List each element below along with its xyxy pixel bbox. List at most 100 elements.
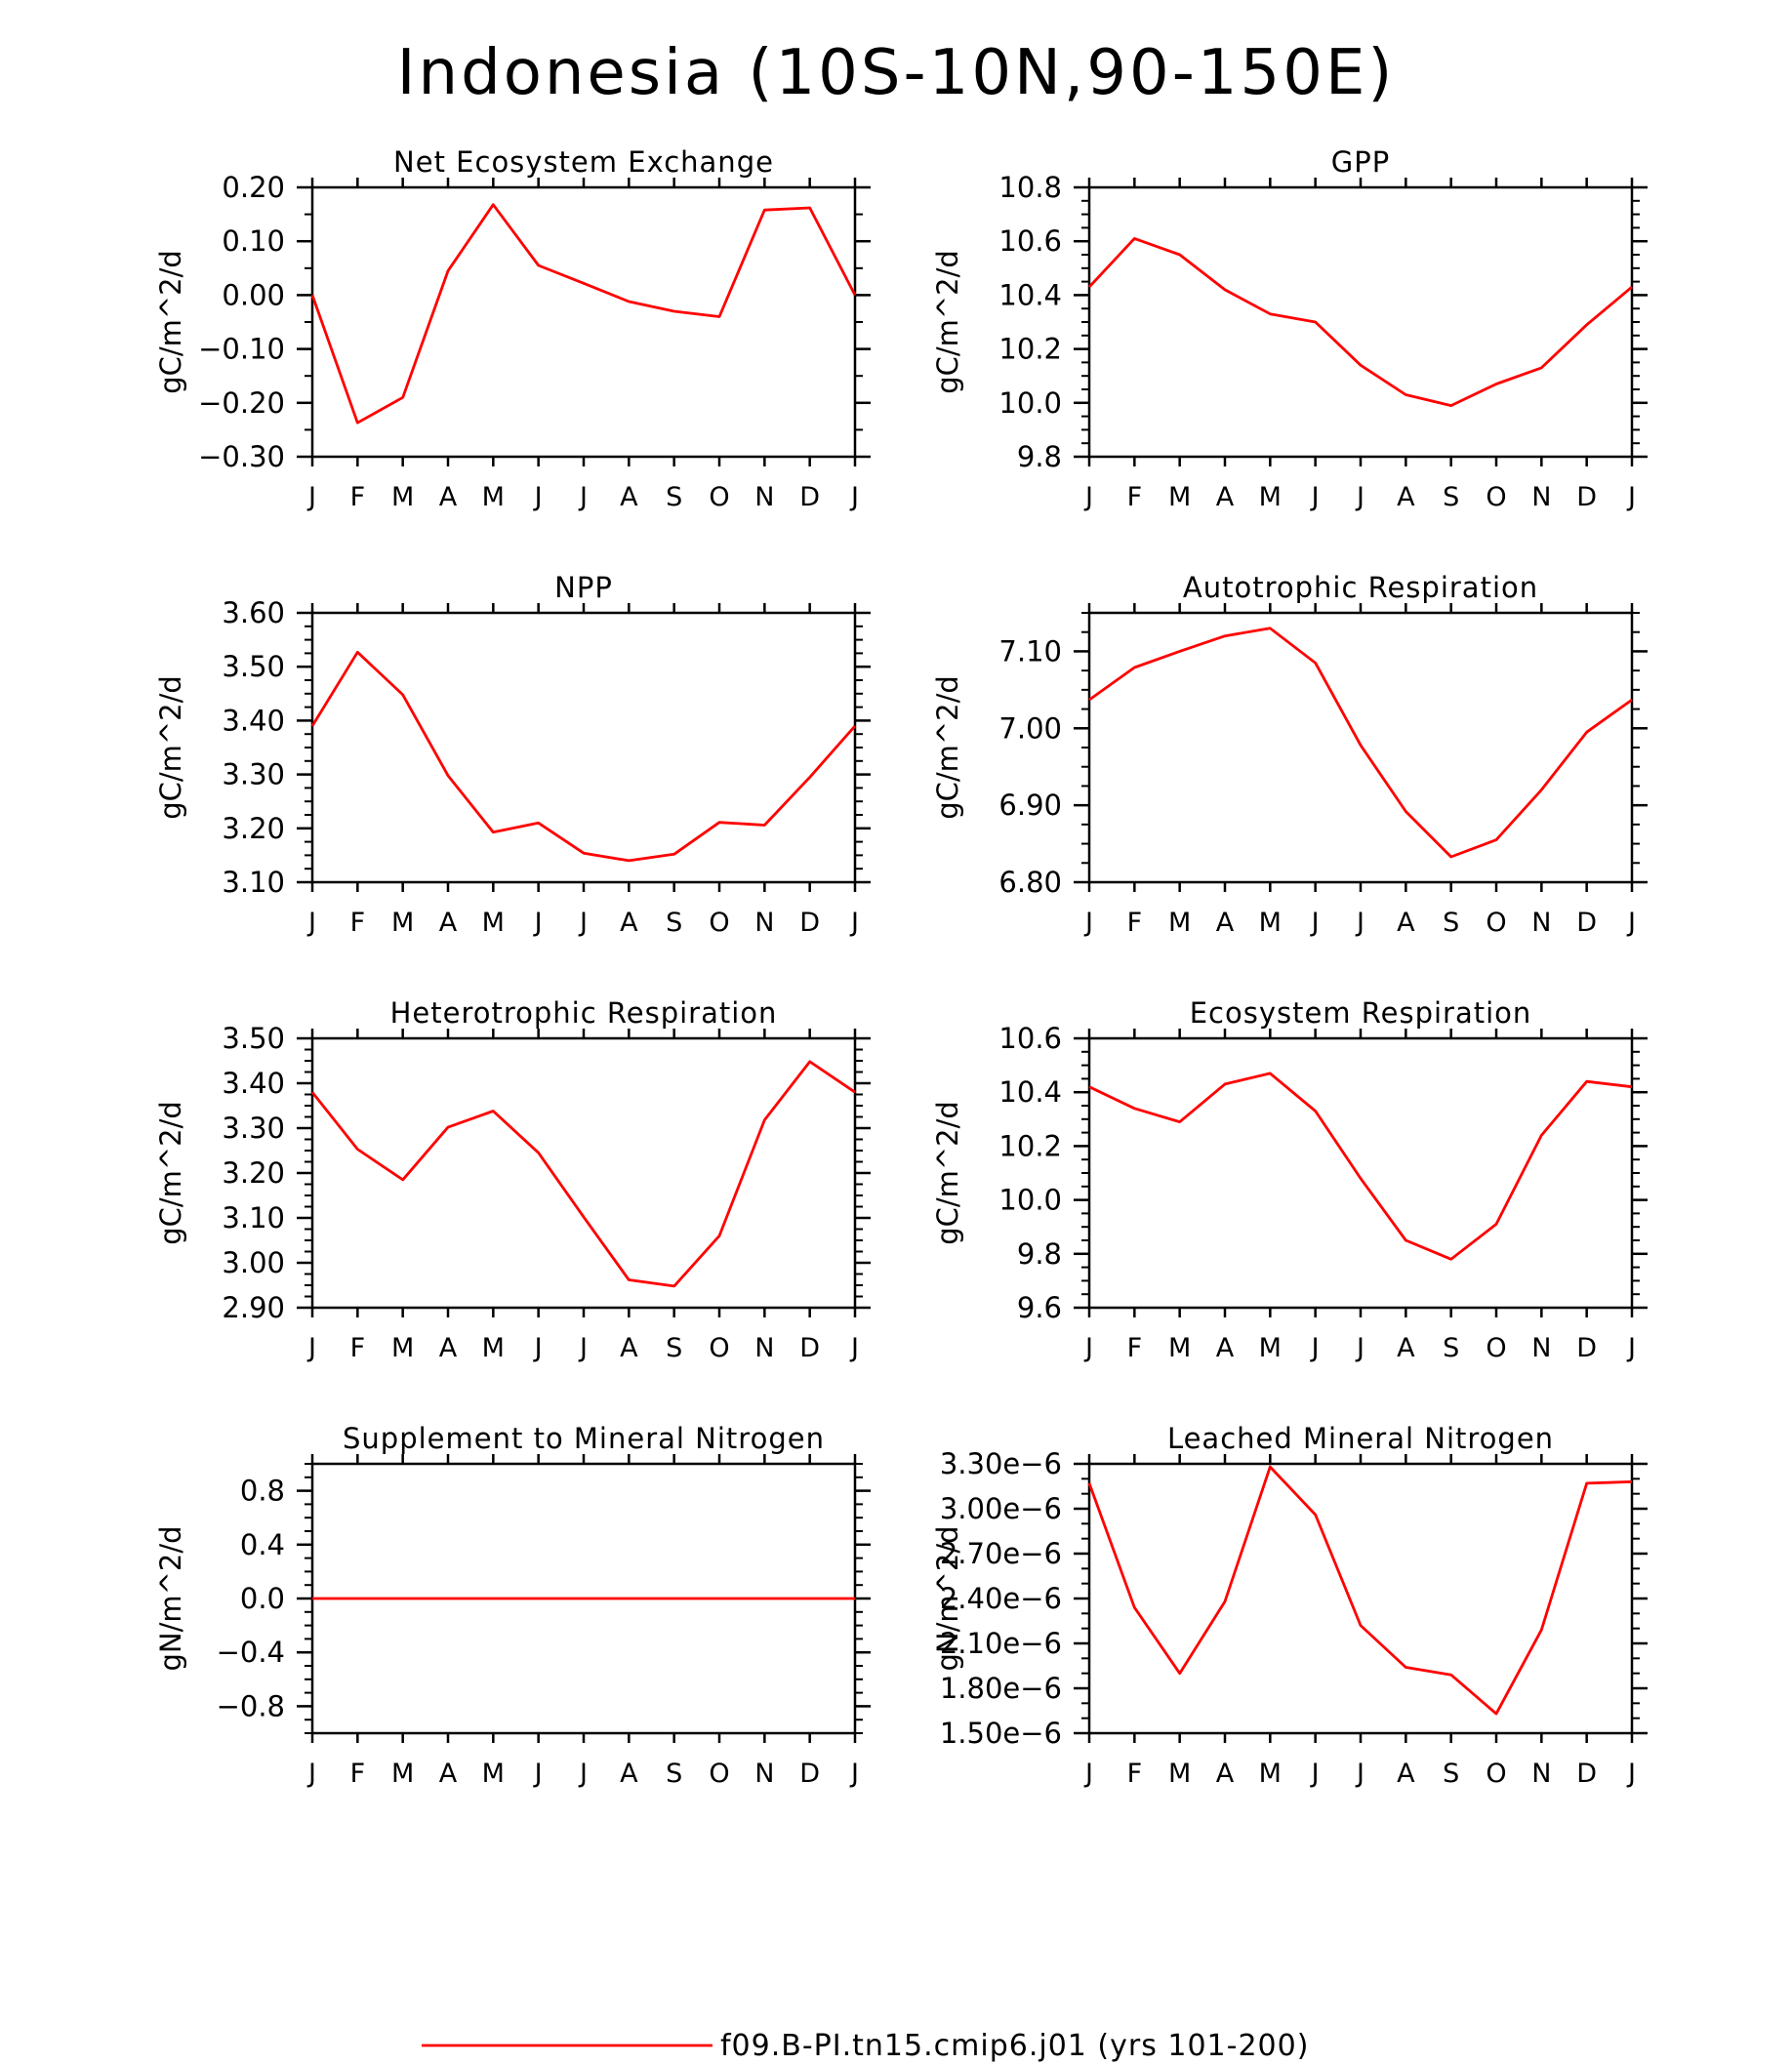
- panel-title: Leached Mineral Nitrogen: [1167, 1422, 1554, 1455]
- x-tick-label: J: [849, 482, 859, 512]
- x-tick-label: N: [1531, 1759, 1551, 1789]
- y-tick-label: 3.20: [222, 812, 285, 845]
- x-tick-label: J: [1083, 1759, 1093, 1789]
- x-tick-label: J: [1355, 1759, 1364, 1789]
- y-tick-label: 10.6: [998, 1022, 1062, 1055]
- panel-title: Ecosystem Respiration: [1190, 996, 1532, 1030]
- y-tick-label: 0.10: [222, 224, 285, 258]
- x-tick-label: N: [754, 1759, 774, 1789]
- y-tick-label: 3.60: [222, 596, 285, 629]
- y-tick-label: 10.0: [998, 1184, 1062, 1217]
- x-tick-label: S: [666, 1333, 682, 1363]
- x-tick-label: A: [1397, 1333, 1415, 1363]
- x-tick-label: S: [1443, 1759, 1459, 1789]
- y-tick-label: 0.8: [240, 1475, 285, 1508]
- y-tick-label: 6.90: [998, 789, 1062, 822]
- x-tick-label: J: [1626, 908, 1636, 938]
- y-tick-label: 10.4: [998, 1075, 1062, 1109]
- figure-title: Indonesia (10S-10N,90-150E): [396, 37, 1396, 109]
- x-tick-label: J: [578, 1759, 588, 1789]
- x-tick-label: A: [620, 482, 638, 512]
- x-tick-label: O: [709, 482, 729, 512]
- x-tick-label: A: [439, 1333, 458, 1363]
- x-tick-label: O: [1486, 1333, 1506, 1363]
- y-tick-label: 2.90: [222, 1291, 285, 1324]
- y-tick-label: 7.00: [998, 711, 1062, 745]
- x-tick-label: N: [1531, 1333, 1551, 1363]
- y-tick-label: 10.0: [998, 386, 1062, 420]
- x-tick-label: S: [666, 908, 682, 938]
- x-tick-label: A: [620, 908, 638, 938]
- x-tick-label: N: [754, 1333, 774, 1363]
- y-tick-label: −0.4: [217, 1636, 285, 1669]
- x-tick-label: J: [306, 908, 316, 938]
- y-tick-label: 3.50: [222, 1022, 285, 1055]
- series-line: [1087, 236, 1633, 408]
- y-axis-label: gC/m^2/d: [154, 250, 187, 394]
- x-tick-label: J: [1083, 482, 1093, 512]
- x-tick-label: F: [1127, 1333, 1143, 1363]
- y-tick-label: 9.6: [1017, 1291, 1062, 1324]
- x-tick-label: J: [849, 908, 859, 938]
- y-tick-label: 3.30: [222, 1112, 285, 1145]
- panel-title: NPP: [554, 571, 613, 604]
- plot-frame: [310, 185, 857, 459]
- x-tick-label: A: [1397, 482, 1415, 512]
- x-tick-label: M: [482, 908, 505, 938]
- x-tick-label: N: [754, 908, 774, 938]
- x-tick-label: J: [1083, 908, 1093, 938]
- x-tick-label: F: [350, 482, 366, 512]
- x-tick-label: M: [1259, 482, 1282, 512]
- x-tick-label: F: [350, 908, 366, 938]
- panel-title: GPP: [1331, 145, 1390, 179]
- y-tick-label: 3.00: [222, 1246, 285, 1279]
- y-axis-label: gN/m^2/d: [931, 1525, 964, 1671]
- x-tick-label: N: [754, 482, 774, 512]
- x-tick-label: A: [1216, 482, 1235, 512]
- plot-frame: [310, 611, 857, 884]
- y-tick-label: 3.10: [222, 866, 285, 899]
- x-tick-label: D: [799, 482, 820, 512]
- x-tick-label: S: [1443, 482, 1459, 512]
- y-tick-label: 10.6: [998, 224, 1062, 258]
- x-tick-label: J: [1626, 1759, 1636, 1789]
- series-line: [310, 1060, 856, 1288]
- x-tick-label: M: [1168, 482, 1191, 512]
- x-tick-label: M: [482, 1759, 505, 1789]
- y-tick-label: 6.80: [998, 866, 1062, 899]
- x-tick-label: M: [482, 482, 505, 512]
- x-tick-label: F: [1127, 482, 1143, 512]
- y-axis-label: gC/m^2/d: [931, 250, 964, 394]
- series-line: [1088, 627, 1633, 859]
- x-tick-label: J: [849, 1759, 859, 1789]
- x-tick-label: A: [1397, 1759, 1415, 1789]
- y-tick-label: 3.30: [222, 758, 285, 791]
- x-tick-label: S: [666, 482, 682, 512]
- x-tick-label: J: [1310, 1333, 1320, 1363]
- y-tick-label: 1.50e−6: [940, 1717, 1062, 1750]
- x-tick-label: D: [1576, 482, 1597, 512]
- x-tick-label: S: [1443, 1333, 1459, 1363]
- series-line: [310, 203, 857, 425]
- x-tick-label: O: [709, 1333, 729, 1363]
- x-tick-label: J: [1626, 482, 1636, 512]
- y-tick-label: 2.10e−6: [940, 1627, 1062, 1660]
- x-tick-label: A: [439, 1759, 458, 1789]
- y-tick-label: −0.10: [198, 333, 285, 366]
- x-tick-label: J: [1355, 908, 1364, 938]
- x-tick-label: J: [1355, 482, 1364, 512]
- y-tick-label: −0.8: [217, 1689, 285, 1722]
- x-tick-label: J: [533, 1759, 543, 1789]
- x-tick-label: O: [709, 908, 729, 938]
- x-tick-label: M: [1168, 1333, 1191, 1363]
- x-tick-label: J: [849, 1333, 859, 1363]
- x-tick-label: M: [1259, 908, 1282, 938]
- x-tick-label: M: [391, 482, 414, 512]
- series-line: [1088, 1072, 1633, 1261]
- y-tick-label: 0.4: [240, 1528, 285, 1561]
- y-tick-label: 1.80e−6: [940, 1672, 1062, 1705]
